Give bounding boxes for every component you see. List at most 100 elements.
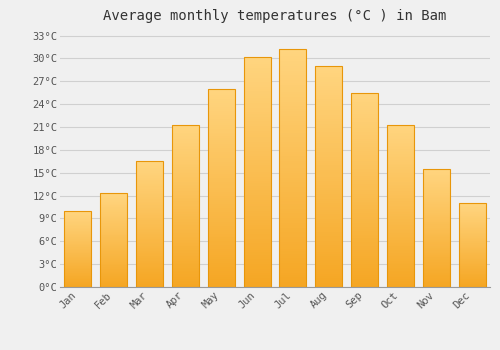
Bar [244, 243, 270, 246]
Bar [458, 265, 485, 266]
Bar [244, 156, 270, 158]
Bar [458, 260, 485, 261]
Bar [280, 135, 306, 137]
Bar [351, 176, 378, 178]
Bar [172, 149, 199, 151]
Bar [351, 196, 378, 198]
Bar [423, 190, 450, 191]
Bar [136, 266, 163, 267]
Bar [316, 126, 342, 128]
Bar [387, 269, 414, 271]
Bar [172, 159, 199, 160]
Bar [351, 178, 378, 180]
Bar [172, 256, 199, 258]
Bar [387, 279, 414, 280]
Bar [172, 262, 199, 264]
Bar [387, 276, 414, 277]
Bar [458, 230, 485, 231]
Bar [423, 208, 450, 209]
Bar [280, 145, 306, 147]
Bar [172, 157, 199, 159]
Bar [316, 203, 342, 205]
Bar [100, 209, 127, 210]
Bar [208, 208, 234, 210]
Bar [423, 249, 450, 250]
Bar [136, 282, 163, 283]
Bar [458, 283, 485, 284]
Bar [100, 218, 127, 219]
Bar [351, 275, 378, 277]
Bar [172, 178, 199, 180]
Bar [316, 243, 342, 245]
Bar [458, 226, 485, 227]
Bar [136, 238, 163, 239]
Bar [316, 68, 342, 70]
Bar [136, 237, 163, 238]
Bar [423, 178, 450, 180]
Bar [351, 93, 378, 287]
Bar [387, 134, 414, 136]
Bar [208, 255, 234, 257]
Bar [136, 173, 163, 174]
Bar [316, 278, 342, 280]
Bar [136, 274, 163, 276]
Bar [100, 232, 127, 233]
Bar [100, 279, 127, 280]
Bar [316, 99, 342, 102]
Bar [423, 231, 450, 233]
Bar [208, 206, 234, 208]
Bar [244, 179, 270, 181]
Bar [172, 206, 199, 208]
Bar [136, 190, 163, 191]
Bar [172, 173, 199, 175]
Bar [423, 227, 450, 228]
Bar [280, 59, 306, 61]
Bar [244, 280, 270, 282]
Bar [244, 117, 270, 119]
Bar [100, 280, 127, 281]
Bar [458, 273, 485, 274]
Bar [458, 256, 485, 257]
Bar [64, 238, 92, 239]
Bar [423, 284, 450, 285]
Bar [244, 266, 270, 268]
Bar [100, 224, 127, 225]
Bar [208, 128, 234, 131]
Bar [458, 225, 485, 226]
Bar [172, 246, 199, 248]
Bar [316, 199, 342, 201]
Bar [387, 261, 414, 262]
Bar [208, 190, 234, 192]
Bar [64, 272, 92, 273]
Bar [423, 187, 450, 188]
Bar [136, 257, 163, 258]
Bar [423, 222, 450, 223]
Bar [208, 267, 234, 269]
Bar [172, 258, 199, 259]
Bar [100, 267, 127, 268]
Bar [351, 112, 378, 114]
Bar [280, 270, 306, 273]
Bar [100, 271, 127, 272]
Bar [280, 61, 306, 64]
Bar [458, 228, 485, 229]
Bar [316, 108, 342, 110]
Bar [316, 232, 342, 234]
Bar [244, 209, 270, 211]
Bar [387, 175, 414, 177]
Bar [244, 66, 270, 69]
Bar [64, 244, 92, 245]
Bar [172, 211, 199, 212]
Bar [136, 230, 163, 232]
Bar [208, 224, 234, 226]
Bar [387, 251, 414, 253]
Bar [351, 264, 378, 266]
Bar [64, 252, 92, 253]
Bar [100, 231, 127, 232]
Bar [351, 145, 378, 147]
Bar [208, 214, 234, 216]
Bar [280, 90, 306, 92]
Bar [423, 189, 450, 190]
Bar [387, 262, 414, 264]
Bar [244, 202, 270, 204]
